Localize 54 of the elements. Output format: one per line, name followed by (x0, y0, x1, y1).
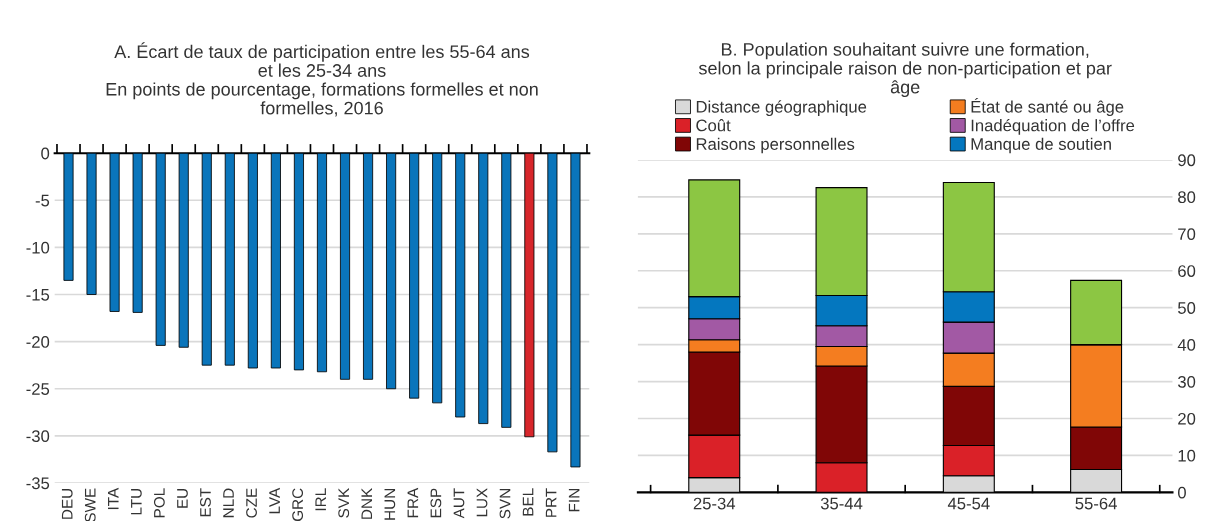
x-tick-label: POL (153, 488, 165, 518)
y-tick-label: 30 (1177, 375, 1196, 388)
x-tick-label: 45-54 (947, 497, 990, 510)
x-tick-label: 35-44 (820, 497, 863, 510)
x-tick-label: FRA (407, 487, 419, 518)
legend-label: Coût (696, 119, 731, 132)
y-tick-label: -25 (26, 383, 50, 395)
x-tick-label: ESP (430, 488, 442, 518)
legend-label: État de santé ou âge (971, 98, 1124, 117)
x-tick-label: DNK (361, 488, 373, 519)
x-tick-label: 25-34 (693, 497, 736, 510)
y-tick-label: 0 (1177, 486, 1186, 499)
x-tick-label: DEU (61, 489, 73, 519)
chart-title: A. Écart de taux de participation entre les 55-64 ans et les 25-34 ans (114, 42, 530, 77)
x-tick-label: FIN (568, 489, 580, 512)
y-tick-label: 50 (1178, 302, 1196, 314)
y-tick-label: -15 (26, 289, 50, 301)
x-tick-label: CZE (246, 488, 257, 518)
y-tick-label: -30 (26, 430, 50, 443)
y-tick-label: 90 (1178, 154, 1196, 167)
x-tick-label: ITA (108, 487, 119, 510)
legend-label: Manque de soutien (971, 137, 1111, 154)
y-tick-label: -20 (26, 336, 50, 348)
x-tick-label: BEL (522, 488, 534, 516)
x-tick-label: SVN (499, 489, 511, 519)
y-tick-label: 40 (1177, 339, 1196, 351)
y-tick-label: 80 (1178, 191, 1196, 204)
y-tick-label: 20 (1178, 412, 1196, 425)
x-tick-label: GRC (292, 488, 304, 521)
x-tick-label: AUT (453, 488, 465, 519)
y-tick-label: 10 (1178, 449, 1196, 462)
x-tick-label: PRT (545, 488, 557, 517)
x-tick-label: HUN (384, 489, 396, 520)
x-tick-label: LTU (131, 489, 142, 515)
x-tick-label: SWE (84, 488, 96, 521)
x-tick-label: IRL (315, 488, 326, 511)
x-tick-label: LUX (476, 488, 488, 517)
x-tick-label: EU (177, 489, 188, 508)
x-tick-label: NLD (223, 488, 234, 518)
y-tick-label: -10 (26, 241, 50, 254)
legend-label: Raisons personnelles (696, 137, 855, 154)
x-tick-label: EST (200, 488, 211, 517)
x-tick-label: 55-64 (1075, 497, 1117, 510)
x-tick-label: LVA (269, 487, 280, 514)
legend-label: Inadéquation de l’offre (971, 118, 1135, 135)
y-tick-label: -35 (26, 477, 50, 490)
y-tick-label: 0 (41, 147, 50, 160)
chart-title: B. Population souhaitant suivre une formation, selon la principale raison de non-participation et par âge (698, 42, 1112, 98)
y-tick-label: 70 (1178, 228, 1196, 241)
legend-label: Distance géographique (696, 100, 867, 117)
y-tick-label: -5 (35, 194, 50, 207)
y-tick-label: 60 (1178, 265, 1196, 277)
x-tick-label: SVK (338, 488, 350, 518)
chart-subtitle: En points de pourcentage, formations formelles et non formelles, 2016 (106, 82, 538, 117)
